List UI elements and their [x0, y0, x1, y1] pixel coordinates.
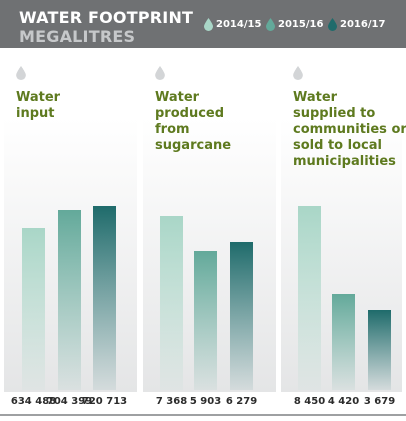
data-label: 720 713	[81, 396, 128, 407]
legend-label: 2016/17	[340, 18, 386, 30]
data-label: 8 450	[293, 396, 326, 407]
water-drop-icon	[204, 17, 213, 31]
legend-item-2016-17: 2016/17	[328, 16, 385, 32]
chart-panel-water-input: Water input	[4, 58, 137, 392]
chart-subtitle: MEGALITRES	[19, 27, 136, 46]
bar-2016-17	[93, 206, 116, 390]
water-drop-icon	[328, 17, 337, 31]
water-drop-icon	[155, 66, 165, 80]
chart-header: WATER FOOTPRINT MEGALITRES 2014/15 2015/…	[0, 0, 406, 48]
bar-group	[160, 216, 253, 390]
data-label: 4 420	[327, 396, 360, 407]
baseline-divider	[0, 414, 406, 416]
value-labels-row: 634 488 704 399 720 713 7 368 5 903 6 279 8 45…	[0, 396, 406, 412]
chart-title: WATER FOOTPRINT	[19, 8, 194, 27]
data-label: 704 399	[46, 396, 93, 407]
data-label: 3 679	[363, 396, 396, 407]
legend-item-2014-15: 2014/15	[204, 16, 261, 32]
bar-2015-16	[58, 210, 81, 390]
bar-2016-17	[230, 242, 253, 390]
bar-group	[22, 206, 116, 390]
bar-2014-15	[22, 228, 45, 390]
bar-2014-15	[160, 216, 183, 390]
data-label: 634 488	[10, 396, 57, 407]
bar-2014-15	[298, 206, 321, 390]
data-label: 5 903	[189, 396, 222, 407]
panel-title: Water input	[16, 90, 61, 121]
water-drop-icon	[266, 17, 275, 31]
bar-2015-16	[332, 294, 355, 390]
water-drop-icon	[293, 66, 303, 80]
legend-item-2015-16: 2015/16	[266, 16, 323, 32]
bar-2016-17	[368, 310, 391, 390]
chart-panel-water-supplied: Water supplied to communities or sold to…	[281, 58, 406, 392]
water-drop-icon	[16, 66, 26, 80]
legend-label: 2014/15	[216, 18, 262, 30]
legend-label: 2015/16	[278, 18, 324, 30]
data-label: 6 279	[225, 396, 258, 407]
chart-panel-water-produced: Water produced from sugarcane	[143, 58, 276, 392]
panel-title: Water produced from sugarcane	[155, 90, 232, 153]
data-label: 7 368	[155, 396, 188, 407]
bar-2015-16	[194, 251, 217, 390]
bar-group	[298, 206, 391, 390]
panel-title: Water supplied to communities or sold to…	[293, 90, 406, 169]
